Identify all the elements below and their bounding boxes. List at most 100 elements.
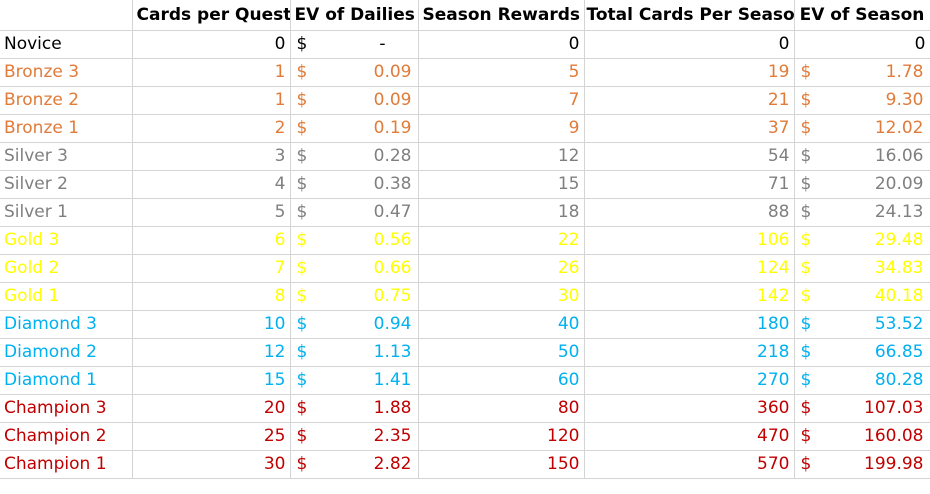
cell-ev-dailies[interactable]: $1.13: [290, 338, 419, 367]
cell-cards-per-quest[interactable]: 12: [132, 338, 291, 367]
cell-rank-name[interactable]: Diamond 2: [0, 338, 133, 367]
cell-rank-name[interactable]: Champion 3: [0, 394, 133, 423]
cell-cards-per-quest[interactable]: 1: [132, 86, 291, 115]
cell-season-rewards[interactable]: 12: [418, 142, 585, 171]
cell-season-rewards[interactable]: 22: [418, 226, 585, 255]
cell-total-cards[interactable]: 142: [584, 282, 795, 311]
cell-season-rewards[interactable]: 0: [418, 30, 585, 59]
cell-cards-per-quest[interactable]: 6: [132, 226, 291, 255]
cell-season-rewards[interactable]: 120: [418, 422, 585, 451]
cell-total-cards[interactable]: 37: [584, 114, 795, 143]
cell-cards-per-quest[interactable]: 8: [132, 282, 291, 311]
cell-rank-name[interactable]: Champion 2: [0, 422, 133, 451]
cell-ev-dailies[interactable]: $2.82: [290, 450, 419, 479]
cell-season-rewards[interactable]: 15: [418, 170, 585, 199]
cell-rank-name[interactable]: Champion 1: [0, 450, 133, 479]
cell-ev-season[interactable]: $16.06: [794, 142, 930, 171]
header-cell-ev-season[interactable]: EV of Season: [794, 0, 930, 31]
cell-season-rewards[interactable]: 7: [418, 86, 585, 115]
cell-ev-dailies[interactable]: $0.09: [290, 58, 419, 87]
cell-ev-season[interactable]: $9.30: [794, 86, 930, 115]
cell-total-cards[interactable]: 106: [584, 226, 795, 255]
cell-season-rewards[interactable]: 50: [418, 338, 585, 367]
cell-total-cards[interactable]: 19: [584, 58, 795, 87]
cell-ev-season[interactable]: $34.83: [794, 254, 930, 283]
cell-ev-season[interactable]: $24.13: [794, 198, 930, 227]
cell-ev-season[interactable]: $29.48: [794, 226, 930, 255]
cell-total-cards[interactable]: 218: [584, 338, 795, 367]
cell-ev-season[interactable]: $199.98: [794, 450, 930, 479]
cell-ev-season[interactable]: $160.08: [794, 422, 930, 451]
cell-ev-season[interactable]: $12.02: [794, 114, 930, 143]
cell-total-cards[interactable]: 180: [584, 310, 795, 339]
cell-cards-per-quest[interactable]: 0: [132, 30, 291, 59]
cell-ev-season[interactable]: $53.52: [794, 310, 930, 339]
cell-cards-per-quest[interactable]: 1: [132, 58, 291, 87]
cell-total-cards[interactable]: 270: [584, 366, 795, 395]
cell-cards-per-quest[interactable]: 15: [132, 366, 291, 395]
cell-rank-name[interactable]: Novice: [0, 30, 133, 59]
cell-total-cards[interactable]: 21: [584, 86, 795, 115]
cell-total-cards[interactable]: 470: [584, 422, 795, 451]
cell-ev-season[interactable]: $40.18: [794, 282, 930, 311]
cell-ev-dailies[interactable]: $0.75: [290, 282, 419, 311]
cell-ev-dailies[interactable]: $0.56: [290, 226, 419, 255]
cell-rank-name[interactable]: Gold 1: [0, 282, 133, 311]
header-cell-cards-per-quest[interactable]: Cards per Quest: [132, 0, 291, 31]
cell-season-rewards[interactable]: 30: [418, 282, 585, 311]
cell-ev-dailies[interactable]: $0.09: [290, 86, 419, 115]
header-cell-total-cards[interactable]: Total Cards Per Season: [584, 0, 795, 31]
cell-cards-per-quest[interactable]: 25: [132, 422, 291, 451]
cell-ev-dailies[interactable]: $1.41: [290, 366, 419, 395]
cell-rank-name[interactable]: Bronze 2: [0, 86, 133, 115]
cell-ev-season[interactable]: $20.09: [794, 170, 930, 199]
cell-cards-per-quest[interactable]: 5: [132, 198, 291, 227]
cell-cards-per-quest[interactable]: 7: [132, 254, 291, 283]
cell-ev-dailies[interactable]: $0.38: [290, 170, 419, 199]
cell-rank-name[interactable]: Gold 3: [0, 226, 133, 255]
cell-ev-dailies[interactable]: $0.66: [290, 254, 419, 283]
cell-cards-per-quest[interactable]: 20: [132, 394, 291, 423]
cell-season-rewards[interactable]: 26: [418, 254, 585, 283]
cell-season-rewards[interactable]: 18: [418, 198, 585, 227]
cell-rank-name[interactable]: Bronze 1: [0, 114, 133, 143]
cell-total-cards[interactable]: 54: [584, 142, 795, 171]
cell-ev-season[interactable]: $1.78: [794, 58, 930, 87]
cell-total-cards[interactable]: 570: [584, 450, 795, 479]
cell-total-cards[interactable]: 124: [584, 254, 795, 283]
cell-ev-dailies[interactable]: $1.88: [290, 394, 419, 423]
cell-rank-name[interactable]: Silver 2: [0, 170, 133, 199]
cell-ev-season[interactable]: 0: [794, 30, 930, 59]
cell-total-cards[interactable]: 0: [584, 30, 795, 59]
cell-ev-dailies[interactable]: $0.47: [290, 198, 419, 227]
cell-season-rewards[interactable]: 9: [418, 114, 585, 143]
cell-cards-per-quest[interactable]: 30: [132, 450, 291, 479]
header-cell-rank[interactable]: [0, 0, 133, 31]
cell-ev-dailies[interactable]: $0.19: [290, 114, 419, 143]
cell-season-rewards[interactable]: 80: [418, 394, 585, 423]
cell-ev-season[interactable]: $80.28: [794, 366, 930, 395]
cell-ev-season[interactable]: $107.03: [794, 394, 930, 423]
cell-rank-name[interactable]: Gold 2: [0, 254, 133, 283]
header-cell-ev-dailies[interactable]: EV of Dailies: [290, 0, 419, 31]
cell-rank-name[interactable]: Silver 1: [0, 198, 133, 227]
cell-cards-per-quest[interactable]: 10: [132, 310, 291, 339]
cell-cards-per-quest[interactable]: 3: [132, 142, 291, 171]
cell-rank-name[interactable]: Bronze 3: [0, 58, 133, 87]
cell-season-rewards[interactable]: 60: [418, 366, 585, 395]
cell-total-cards[interactable]: 88: [584, 198, 795, 227]
cell-season-rewards[interactable]: 5: [418, 58, 585, 87]
cell-season-rewards[interactable]: 40: [418, 310, 585, 339]
cell-ev-dailies[interactable]: $0.94: [290, 310, 419, 339]
cell-rank-name[interactable]: Diamond 3: [0, 310, 133, 339]
cell-ev-season[interactable]: $66.85: [794, 338, 930, 367]
cell-ev-dailies[interactable]: $ -: [290, 30, 419, 59]
cell-rank-name[interactable]: Diamond 1: [0, 366, 133, 395]
header-cell-season-rewards[interactable]: Season Rewards: [418, 0, 585, 31]
cell-ev-dailies[interactable]: $2.35: [290, 422, 419, 451]
cell-cards-per-quest[interactable]: 2: [132, 114, 291, 143]
cell-total-cards[interactable]: 71: [584, 170, 795, 199]
cell-cards-per-quest[interactable]: 4: [132, 170, 291, 199]
cell-total-cards[interactable]: 360: [584, 394, 795, 423]
cell-ev-dailies[interactable]: $0.28: [290, 142, 419, 171]
